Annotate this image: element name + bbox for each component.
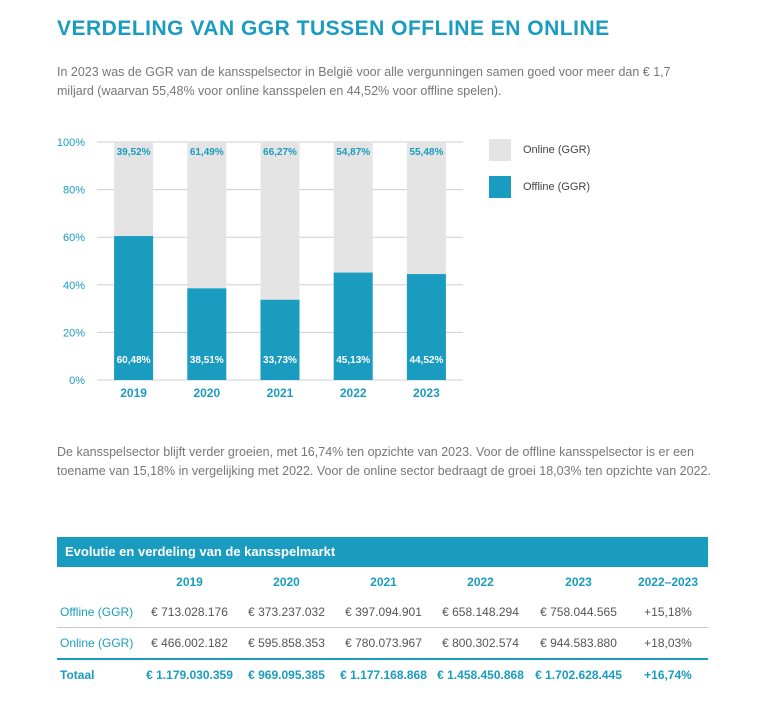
market-data-table: 2019 2020 2021 2022 2023 2022–2023 Offli…	[57, 567, 708, 690]
table-cell: € 466.002.182	[141, 627, 238, 660]
header-2022: 2022	[467, 575, 494, 589]
header-2020: 2020	[273, 575, 300, 589]
legend-offline-swatch	[489, 176, 511, 198]
table-cell: € 397.094.901	[335, 597, 432, 628]
table-cell: € 713.028.176	[141, 597, 238, 628]
data-label-offline: 44,52%	[409, 355, 443, 366]
x-tick-label: 2023	[413, 386, 440, 400]
table-cell: +15,18%	[628, 597, 708, 628]
bar-offline	[406, 274, 446, 380]
header-2023: 2023	[565, 575, 592, 589]
y-tick-label: 80%	[63, 185, 85, 197]
legend-offline-label: Offline (GGR)	[523, 181, 591, 193]
page-title: VERDELING VAN GGR TUSSEN OFFLINE EN ONLI…	[57, 17, 610, 40]
bar-offline	[260, 299, 300, 380]
header-empty	[57, 567, 141, 597]
bar-online	[260, 142, 300, 300]
bar-online	[114, 142, 154, 237]
table-cell: € 1.458.450.868	[437, 668, 524, 682]
bar-online	[187, 142, 227, 289]
y-tick-label: 100%	[57, 137, 85, 149]
data-label-online: 66,27%	[263, 147, 297, 158]
y-tick-label: 0%	[69, 375, 85, 387]
data-label-offline: 60,48%	[117, 355, 151, 366]
table-cell: € 969.095.385	[248, 668, 325, 682]
data-label-online: 39,52%	[117, 147, 151, 158]
table-cell: € 658.148.294	[432, 597, 529, 628]
table-cell: € 780.073.967	[335, 627, 432, 660]
table-cell: € 1.702.628.445	[535, 668, 622, 682]
x-tick-label: 2021	[267, 386, 294, 400]
row-label: Offline (GGR)	[57, 597, 141, 628]
header-2021: 2021	[370, 575, 397, 589]
y-tick-label: 20%	[63, 327, 85, 339]
table-cell: +16,74%	[644, 668, 692, 682]
table-header-row: 2019 2020 2021 2022 2023 2022–2023	[57, 567, 708, 597]
table-row-online: Online (GGR) € 466.002.182 € 595.858.353…	[57, 627, 708, 660]
table-row-total: Totaal € 1.179.030.359 € 969.095.385 € 1…	[57, 659, 708, 690]
row-label: Totaal	[60, 668, 95, 682]
data-label-offline: 38,51%	[190, 355, 224, 366]
bar-online	[406, 142, 446, 275]
stacked-bar-chart: 0% 20% 40% 60% 80% 100% 39,52% 60,48% 2019 61,49%…	[57, 137, 463, 400]
table-cell: € 800.302.574	[432, 627, 529, 660]
bar-offline	[333, 272, 373, 380]
legend-offline: Offline (GGR)	[489, 176, 590, 198]
table-cell: € 1.177.168.868	[340, 668, 427, 682]
bar-offline	[187, 288, 227, 380]
table-title: Evolutie en verdeling van de kansspelmar…	[57, 537, 708, 567]
table-cell: € 758.044.565	[529, 597, 628, 628]
bar-offline	[114, 236, 154, 380]
header-change: 2022–2023	[637, 575, 699, 589]
legend-online: Online (GGR)	[489, 139, 590, 161]
legend-online-swatch	[489, 139, 511, 161]
intro-text: In 2023 was de GGR van de kansspelsector…	[57, 65, 671, 98]
data-label-online: 61,49%	[190, 147, 224, 158]
header-2019: 2019	[176, 575, 203, 589]
data-label-offline: 45,13%	[336, 355, 370, 366]
growth-paragraph: De kansspelsector blijft verder groeien,…	[57, 445, 711, 478]
table-cell: +18,03%	[628, 627, 708, 660]
x-tick-label: 2022	[340, 386, 367, 400]
table-cell: € 595.858.353	[238, 627, 335, 660]
table-cell: € 944.583.880	[529, 627, 628, 660]
bar-online	[333, 142, 373, 273]
y-tick-label: 40%	[63, 280, 85, 292]
x-tick-label: 2019	[120, 386, 147, 400]
y-tick-label: 60%	[63, 232, 85, 244]
table-cell: € 1.179.030.359	[146, 668, 233, 682]
data-label-online: 55,48%	[409, 147, 443, 158]
row-label: Online (GGR)	[57, 627, 141, 660]
market-table: Evolutie en verdeling van de kansspelmar…	[57, 537, 708, 690]
table-cell: € 373.237.032	[238, 597, 335, 628]
x-tick-label: 2020	[193, 386, 220, 400]
table-row-offline: Offline (GGR) € 713.028.176 € 373.237.03…	[57, 597, 708, 628]
data-label-online: 54,87%	[336, 147, 370, 158]
legend-online-label: Online (GGR)	[523, 144, 591, 156]
data-label-offline: 33,73%	[263, 355, 297, 366]
